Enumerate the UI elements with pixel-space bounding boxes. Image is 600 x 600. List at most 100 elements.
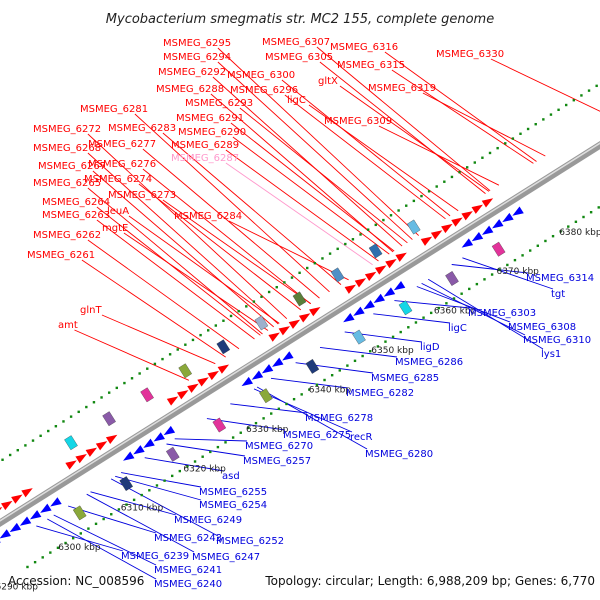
genome-backbone [0,84,600,569]
gene-label-top[interactable]: MSMEG_6288 [156,84,224,95]
forward-gene-arrow [217,364,230,374]
accession-text: Accession: NC_008596 [8,574,144,588]
gene-label-top[interactable]: MSMEG_6315 [337,60,405,71]
tick-dot [285,402,288,406]
tick-dot [64,541,67,545]
gene-label-top[interactable]: MSMEG_6305 [265,52,333,63]
gene-label-top[interactable]: MSMEG_6267 [38,161,106,172]
gene-label-bottom[interactable]: MSMEG_6303 [468,308,536,319]
gene-label-top[interactable]: MSMEG_6290 [178,127,246,138]
gene-label-top[interactable]: MSMEG_6272 [33,124,101,135]
gene-label-top[interactable]: MSMEG_6276 [88,159,156,170]
gene-label-bottom[interactable]: MSMEG_6249 [174,515,242,526]
gene-label-top[interactable]: MSMEG_6265 [33,178,101,189]
gene-label-top[interactable]: MSMEG_6277 [88,139,156,150]
leader-line [162,199,312,304]
gene-label-bottom[interactable]: recR [350,432,373,443]
gene-label-bottom[interactable]: MSMEG_6282 [346,388,414,399]
gene-label-bottom[interactable]: MSMEG_6247 [192,552,260,563]
gene-label-top[interactable]: ligC [287,95,306,106]
gene-label-bottom[interactable]: MSMEG_6257 [243,456,311,467]
gene-label-top[interactable]: MSMEG_6309 [324,116,392,127]
gene-label-bottom[interactable]: ligD [420,342,440,353]
gene-label-top[interactable]: MSMEG_6263 [42,210,110,221]
gene-label-top[interactable]: MSMEG_6292 [158,67,226,78]
gene-label-bottom[interactable]: MSMEG_6285 [371,373,439,384]
gene-label-top[interactable]: MSMEG_6261 [27,250,95,261]
tick-dot [557,108,560,112]
gene-label-top[interactable]: MSMEG_6289 [171,140,239,151]
gene-label-bottom[interactable]: MSMEG_6252 [216,536,284,547]
kbp-tick-label: 6340 kbp [309,386,352,396]
forward-gene-arrow [268,332,280,342]
gene-label-top[interactable]: glnT [80,305,102,316]
gene-label-top[interactable]: amt [58,320,78,331]
tick-dot [216,445,220,449]
gene-label-bottom[interactable]: MSMEG_6239 [121,551,189,562]
gene-label-bottom[interactable]: MSMEG_6286 [395,357,463,368]
tick-dot [262,417,265,420]
forward-gene-arrow [65,460,77,470]
reverse-gene-arrow [272,357,284,367]
gene-label-top[interactable]: MSMEG_6300 [227,70,295,81]
gene-label-bottom[interactable]: MSMEG_6270 [245,441,313,452]
gene-label-top[interactable]: MSMEG_6316 [330,42,398,53]
tick-dot [564,103,568,107]
reverse-gene-arrow [383,287,396,297]
gene-label-bottom[interactable]: MSMEG_6241 [154,565,222,576]
gene-label-top[interactable]: MSMEG_6291 [176,113,244,124]
gene-label-top[interactable]: MSMEG_6330 [436,49,504,60]
gene-label-top[interactable]: MSMEG_6268 [33,143,101,154]
gene-label-bottom[interactable]: MSMEG_6310 [523,335,591,346]
tick-dot [534,122,537,126]
gene-label-bottom[interactable]: MSMEG_6278 [305,413,373,424]
gene-label-top[interactable]: MSMEG_6262 [33,230,101,241]
gene-label-top[interactable]: leuA [107,206,129,217]
tick-dot [308,388,311,391]
tick-dot [338,369,341,372]
gene-label-top[interactable]: MSMEG_6319 [368,83,436,94]
reverse-gene-arrow [9,522,22,533]
gene-label-top[interactable]: mgtE [102,223,128,234]
tick-dot [574,220,578,223]
gene-label-top[interactable]: MSMEG_6274 [84,174,152,185]
gene-label-bottom[interactable]: MSMEG_6314 [526,273,594,284]
gene-label-top[interactable]: MSMEG_6283 [108,123,176,134]
tick-dot [54,425,58,428]
tick-dot [168,353,172,356]
tick-dot [24,444,27,447]
gene-label-bottom[interactable]: MSMEG_6243 [154,533,222,544]
gene-label-top[interactable]: MSMEG_6293 [185,98,253,109]
tick-dot [153,362,157,366]
gene-label-top[interactable]: MSMEG_6296 [230,85,298,96]
gene-label-bottom[interactable]: asd [222,471,240,482]
leader-line [121,472,202,488]
gene-label-bottom[interactable]: ligC [448,323,467,334]
gene-label-top[interactable]: MSMEG_6294 [163,52,231,63]
gene-label-top[interactable]: MSMEG_6273 [108,190,176,201]
gene-label-top[interactable]: gltX [318,76,338,87]
gene-label-bottom[interactable]: MSMEG_6275 [283,430,351,441]
tick-dot [33,560,37,564]
gene-label-bottom[interactable]: MSMEG_6240 [154,579,222,590]
gene-label-top[interactable]: MSMEG_6307 [262,37,330,48]
gene-label-top[interactable]: MSMEG_6295 [163,38,231,49]
tick-dot [201,455,204,458]
tick-dot [526,127,530,131]
gene-label-bottom[interactable]: lys1 [541,349,561,360]
gene-label-bottom[interactable]: MSMEG_6255 [199,487,267,498]
gene-label-top[interactable]: MSMEG_6264 [42,197,110,208]
tick-dot [224,441,227,444]
tick-dot [465,166,469,169]
forward-gene-arrow [364,271,377,282]
gene-label-bottom[interactable]: MSMEG_6254 [199,500,267,511]
reverse-gene-arrow [40,503,52,513]
tick-dot [519,132,522,135]
gene-label-top[interactable]: MSMEG_6281 [80,104,148,115]
gene-label-top[interactable]: MSMEG_6287 [171,153,239,164]
leader-line [378,125,500,186]
gene-label-top[interactable]: MSMEG_6284 [174,211,242,222]
gene-label-bottom[interactable]: MSMEG_6280 [365,449,433,460]
gene-label-bottom[interactable]: MSMEG_6308 [508,322,576,333]
gene-label-bottom[interactable]: tgt [551,289,565,300]
